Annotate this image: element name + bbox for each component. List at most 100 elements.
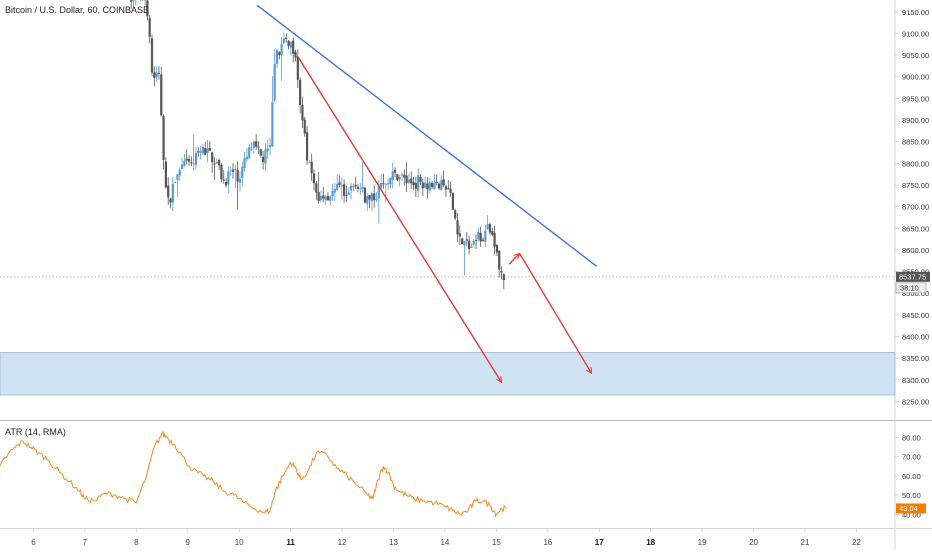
candle-body-54 <box>255 141 257 146</box>
candle-body-149 <box>475 240 477 241</box>
candle-body-154 <box>487 224 489 229</box>
price-tick-label-7: 8600.00 <box>902 246 929 255</box>
time-tick-label-4: 10 <box>235 538 244 547</box>
candle-body-125 <box>419 177 421 182</box>
time-tick-label-1: 7 <box>83 538 88 547</box>
candle-body-43 <box>230 170 232 171</box>
candle-body-24 <box>186 159 188 161</box>
support-zone <box>0 353 895 395</box>
candle-body-119 <box>406 175 408 182</box>
atr-tick-label-3: 70.00 <box>902 453 921 462</box>
candle-body-87 <box>331 191 333 196</box>
candle-body-66 <box>283 38 285 43</box>
candle-body-83 <box>322 195 324 198</box>
candle-body-70 <box>292 41 294 54</box>
candle-body-143 <box>461 238 463 244</box>
time-tick-label-2: 8 <box>134 538 139 547</box>
candle-body-128 <box>426 184 428 190</box>
candle-body-71 <box>294 52 296 58</box>
time-tick-label-7: 13 <box>389 538 398 547</box>
candle-body-10 <box>153 72 155 77</box>
atr-value-label: 43.04 <box>899 504 918 513</box>
time-tick-label-9: 15 <box>492 538 501 547</box>
candle-body-156 <box>491 231 493 235</box>
candle-body-39 <box>220 165 222 180</box>
candle-body-20 <box>176 174 178 180</box>
price-tick-label-17: 9100.00 <box>902 29 929 38</box>
candle-body-69 <box>290 42 292 48</box>
atr-tick-label-2: 60.00 <box>902 472 921 481</box>
candle-body-19 <box>174 182 176 183</box>
candle-body-9 <box>151 38 153 72</box>
candle-body-153 <box>484 231 486 242</box>
atr-value-badge: 43.04 <box>896 503 926 513</box>
candle-body-27 <box>193 163 195 164</box>
candle-body-147 <box>470 247 472 248</box>
atr-indicator-title: ATR (14, RMA) <box>5 427 66 437</box>
candle-body-96 <box>352 186 354 187</box>
candle-body-144 <box>463 241 465 245</box>
candle-body-56 <box>260 149 262 155</box>
countdown-label: 38:10 <box>900 283 919 292</box>
candle-body-111 <box>387 183 389 184</box>
candle-body-126 <box>422 183 424 189</box>
candle-body-74 <box>301 105 303 120</box>
candle-body-123 <box>415 183 417 189</box>
candle-body-8 <box>149 18 151 37</box>
candle-body-106 <box>375 199 377 200</box>
candle-body-36 <box>213 163 215 164</box>
candle-body-138 <box>449 189 451 193</box>
candle-body-11 <box>156 73 158 78</box>
candle-body-37 <box>216 162 218 163</box>
atr-tick-label-1: 50.00 <box>902 491 921 500</box>
candle-body-94 <box>348 192 350 194</box>
candle-body-64 <box>278 52 280 55</box>
candle-body-109 <box>382 183 384 184</box>
candle-body-140 <box>454 210 456 218</box>
candle-body-15 <box>165 162 167 188</box>
candle-body-136 <box>445 186 447 189</box>
candle-body-48 <box>241 167 243 178</box>
time-tick-label-15: 21 <box>801 538 810 547</box>
candle-body-97 <box>355 185 357 187</box>
price-tick-label-10: 8750.00 <box>902 181 929 190</box>
candle-body-31 <box>202 147 204 153</box>
candle-body-44 <box>232 169 234 171</box>
candle-body-104 <box>371 193 373 201</box>
price-tick-label-13: 8900.00 <box>902 116 929 125</box>
candle-body-55 <box>257 146 259 147</box>
candle-body-139 <box>452 193 454 210</box>
price-tick-label-8: 8650.00 <box>902 224 929 233</box>
candle-body-72 <box>297 56 299 79</box>
candle-body-50 <box>246 157 248 159</box>
candle-body-142 <box>459 233 461 236</box>
price-tick-label-15: 9000.00 <box>902 73 929 82</box>
time-tick-label-0: 6 <box>31 538 36 547</box>
price-tick-label-9: 8700.00 <box>902 203 929 212</box>
price-tick-label-4: 8450.00 <box>902 311 929 320</box>
candle-body-22 <box>181 165 183 169</box>
candle-body-105 <box>373 193 375 200</box>
candle-body-82 <box>320 196 322 200</box>
main-chart-title: Bitcoin / U.S. Dollar, 60, COINBASE <box>5 5 149 15</box>
candle-body-157 <box>493 233 495 247</box>
candle-body-124 <box>417 175 419 191</box>
candle-body-114 <box>394 170 396 173</box>
candle-body-73 <box>299 80 301 105</box>
candle-body-28 <box>195 153 197 165</box>
candle-body-59 <box>267 148 269 151</box>
time-tick-label-12: 18 <box>646 538 655 547</box>
candle-body-75 <box>304 120 306 134</box>
candle-body-41 <box>225 182 227 185</box>
candle-body-23 <box>183 161 185 166</box>
candle-body-76 <box>306 132 308 160</box>
candle-body-95 <box>350 186 352 191</box>
price-tick-label-14: 8950.00 <box>902 94 929 103</box>
candle-body-102 <box>366 196 368 204</box>
candle-body-150 <box>477 232 479 239</box>
price-tick-label-3: 8400.00 <box>902 332 929 341</box>
candle-body-32 <box>204 148 206 155</box>
time-tick-label-16: 22 <box>852 538 861 547</box>
candle-body-148 <box>473 241 475 245</box>
